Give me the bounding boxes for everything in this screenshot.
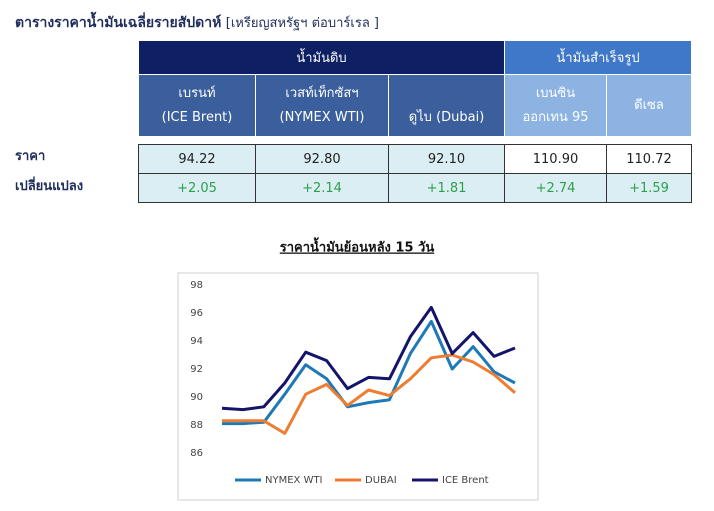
legend-label: NYMEX WTI [265, 475, 323, 486]
series-line [221, 305, 516, 412]
header-line: ออกเทน 95 [522, 109, 589, 125]
legend-label: DUBAI [365, 475, 397, 486]
row-label: ราคา [15, 149, 46, 164]
column-header: เบรนท์ (ICE Brent) [138, 74, 256, 137]
y-tick-label: 86 [190, 448, 203, 459]
chart-title: ราคาน้ำมันย้อนหลัง 15 วัน [280, 237, 435, 256]
cell: +2.74 [504, 173, 607, 203]
column-header: ดูไบ (Dubai) [388, 74, 505, 137]
price-table: น้ำมันดิบ น้ำมันสำเร็จรูป เบรนท์ (ICE Bre… [138, 40, 692, 203]
group-header: น้ำมันดิบ [138, 40, 505, 75]
unit: [เหรียญสหรัฐฯ ต่อบาร์เรล ] [225, 16, 379, 31]
chart-frame [177, 272, 539, 501]
series-line [222, 353, 516, 435]
header-line: เบนซิน [535, 85, 576, 101]
cell: 92.10 [388, 144, 505, 174]
column-header: เบนซินออกเทน 95 [504, 74, 607, 137]
y-tick-label: 94 [190, 336, 203, 347]
page-title: ตารางราคาน้ำมันเฉลี่ยรายสัปดาห์ [เหรียญส… [15, 12, 379, 34]
header-line: เวสท์เท็กซัสฯ [285, 85, 359, 101]
y-tick-label: 90 [190, 392, 203, 403]
header-line: เบรนท์ [178, 85, 216, 101]
header-line: ดีเซล [634, 97, 664, 113]
legend-label: ICE Brent [442, 475, 489, 486]
y-tick-label: 88 [190, 420, 203, 431]
column-header: เวสท์เท็กซัสฯ (NYMEX WTI) [255, 74, 389, 137]
header-line: ดูไบ (Dubai) [408, 110, 485, 125]
y-tick-label: 98 [190, 280, 203, 291]
header-line: (ICE Brent) [161, 109, 233, 125]
row-label: เปลี่ยนแปลง [15, 179, 84, 194]
cell: 110.72 [606, 144, 692, 174]
y-tick-label: 92 [190, 364, 203, 375]
y-tick-label: 96 [190, 308, 203, 319]
header-line: (NYMEX WTI) [279, 109, 365, 125]
cell: 110.90 [504, 144, 607, 174]
cell: +2.14 [255, 173, 389, 203]
series-line [222, 319, 516, 426]
change-row: +2.05 +2.14 +1.81 +2.74 +1.59 [138, 173, 692, 203]
column-header: ดีเซล [606, 74, 692, 137]
cell: 94.22 [138, 144, 256, 174]
cell: +1.59 [606, 173, 692, 203]
group-header: น้ำมันสำเร็จรูป [504, 40, 692, 75]
cell: +2.05 [138, 173, 256, 203]
title: ตารางราคาน้ำมันเฉลี่ยรายสัปดาห์ [15, 15, 222, 31]
price-row: 94.22 92.80 92.10 110.90 110.72 [138, 144, 692, 174]
